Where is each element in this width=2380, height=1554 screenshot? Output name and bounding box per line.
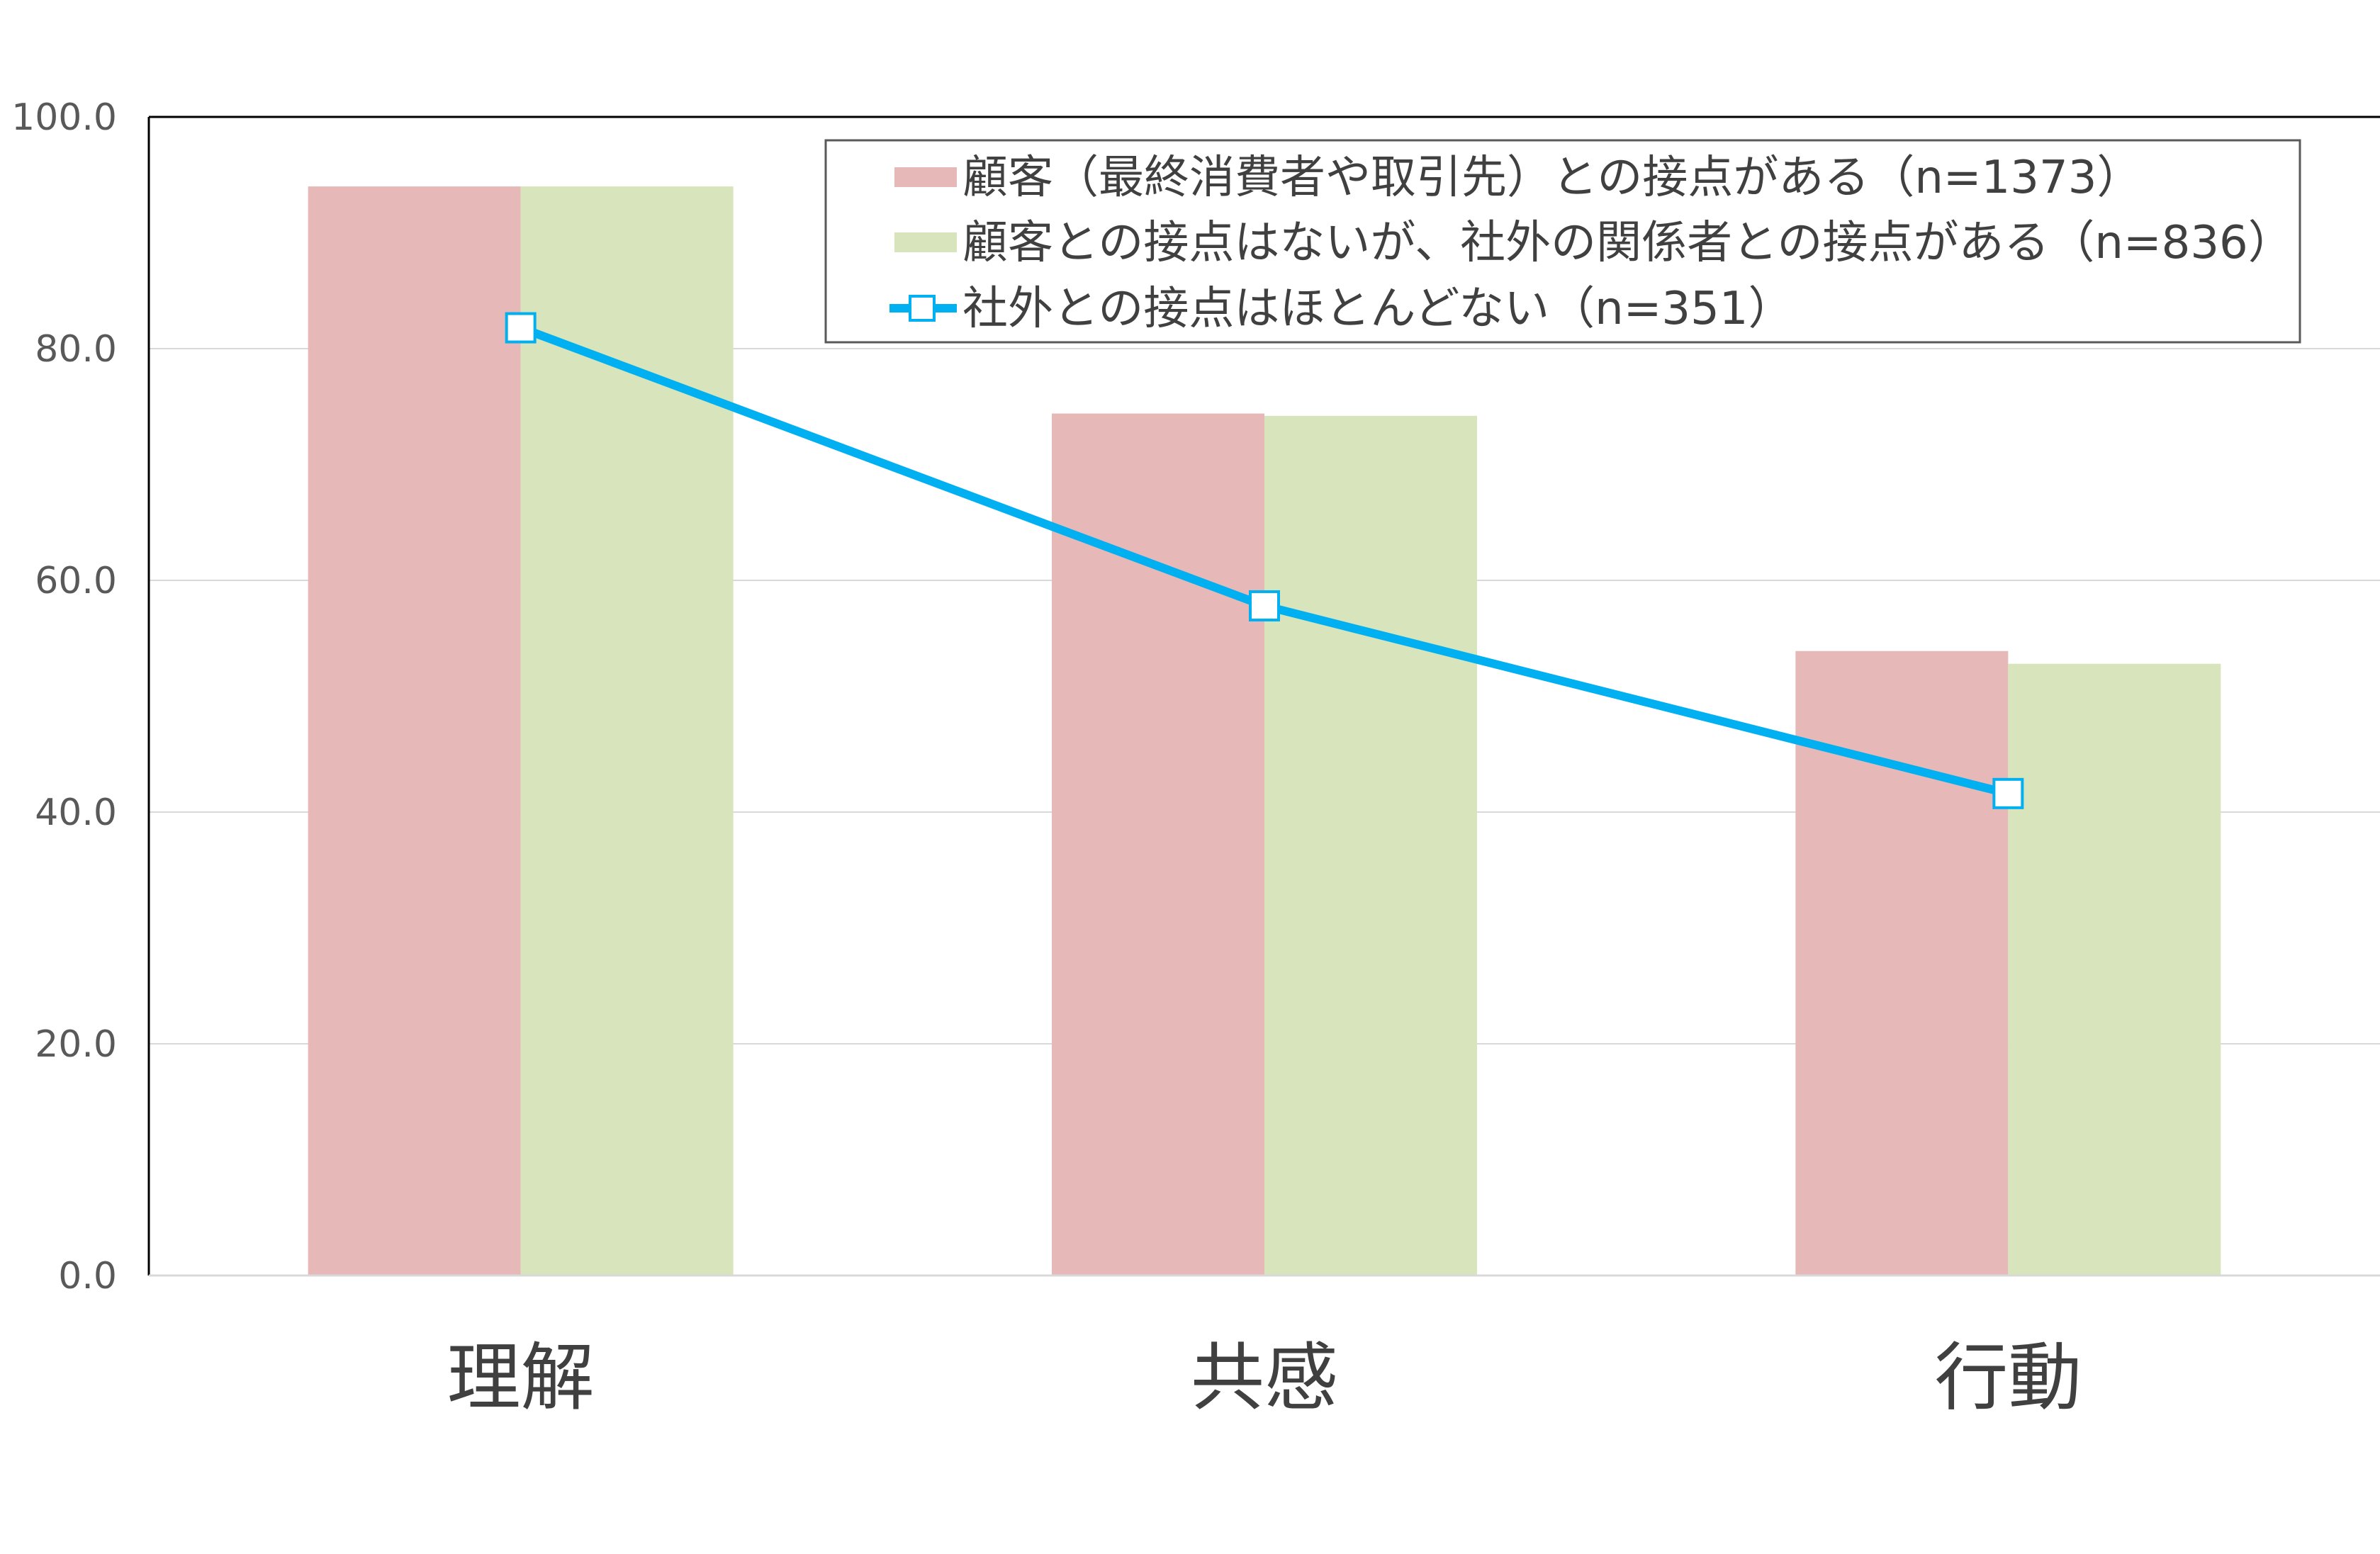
- legend: 顧客（最終消費者や取引先）との接点がある（n=1373） 顧客との接点はないが、社…: [824, 139, 2301, 344]
- legend-swatch: [894, 232, 957, 252]
- y-tick-label: 80.0: [35, 328, 117, 371]
- bar: [2008, 663, 2221, 1276]
- legend-box: [824, 139, 2301, 344]
- y-axis-tick-labels: 0.0 20.0 40.0 60.0 80.0 100.0: [11, 96, 117, 1297]
- bar: [308, 186, 521, 1276]
- axes: [147, 116, 2380, 1277]
- legend-label: 社外との接点はほとんどない（n=351）: [962, 283, 1794, 335]
- x-category-label: 理解: [447, 1334, 595, 1421]
- line-series: [505, 312, 2024, 809]
- line-point-marker: [1992, 777, 2024, 809]
- legend-label: 顧客との接点はないが、社外の関係者との接点がある（n=836）: [962, 217, 2294, 269]
- bar: [1264, 415, 1477, 1276]
- bar: [1795, 651, 2009, 1276]
- y-tick-label: 20.0: [35, 1023, 117, 1066]
- y-tick-label: 0.0: [58, 1255, 117, 1297]
- y-tick-label: 60.0: [35, 560, 117, 602]
- legend-swatch: [894, 167, 957, 187]
- line-point-marker: [1249, 590, 1280, 621]
- y-tick-label: 100.0: [11, 96, 117, 139]
- category-labels: 理解 共感 行動: [447, 1334, 2082, 1421]
- y-tick-label: 40.0: [35, 792, 117, 834]
- legend-marker: [909, 295, 936, 322]
- line-point-marker: [505, 312, 537, 344]
- bars: [308, 186, 2221, 1276]
- bar: [1052, 413, 1264, 1276]
- x-category-label: 行動: [1934, 1334, 2082, 1421]
- legend-label: 顧客（最終消費者や取引先）との接点がある（n=1373）: [962, 152, 2142, 204]
- bar: [520, 186, 734, 1276]
- x-category-label: 共感: [1191, 1334, 1338, 1421]
